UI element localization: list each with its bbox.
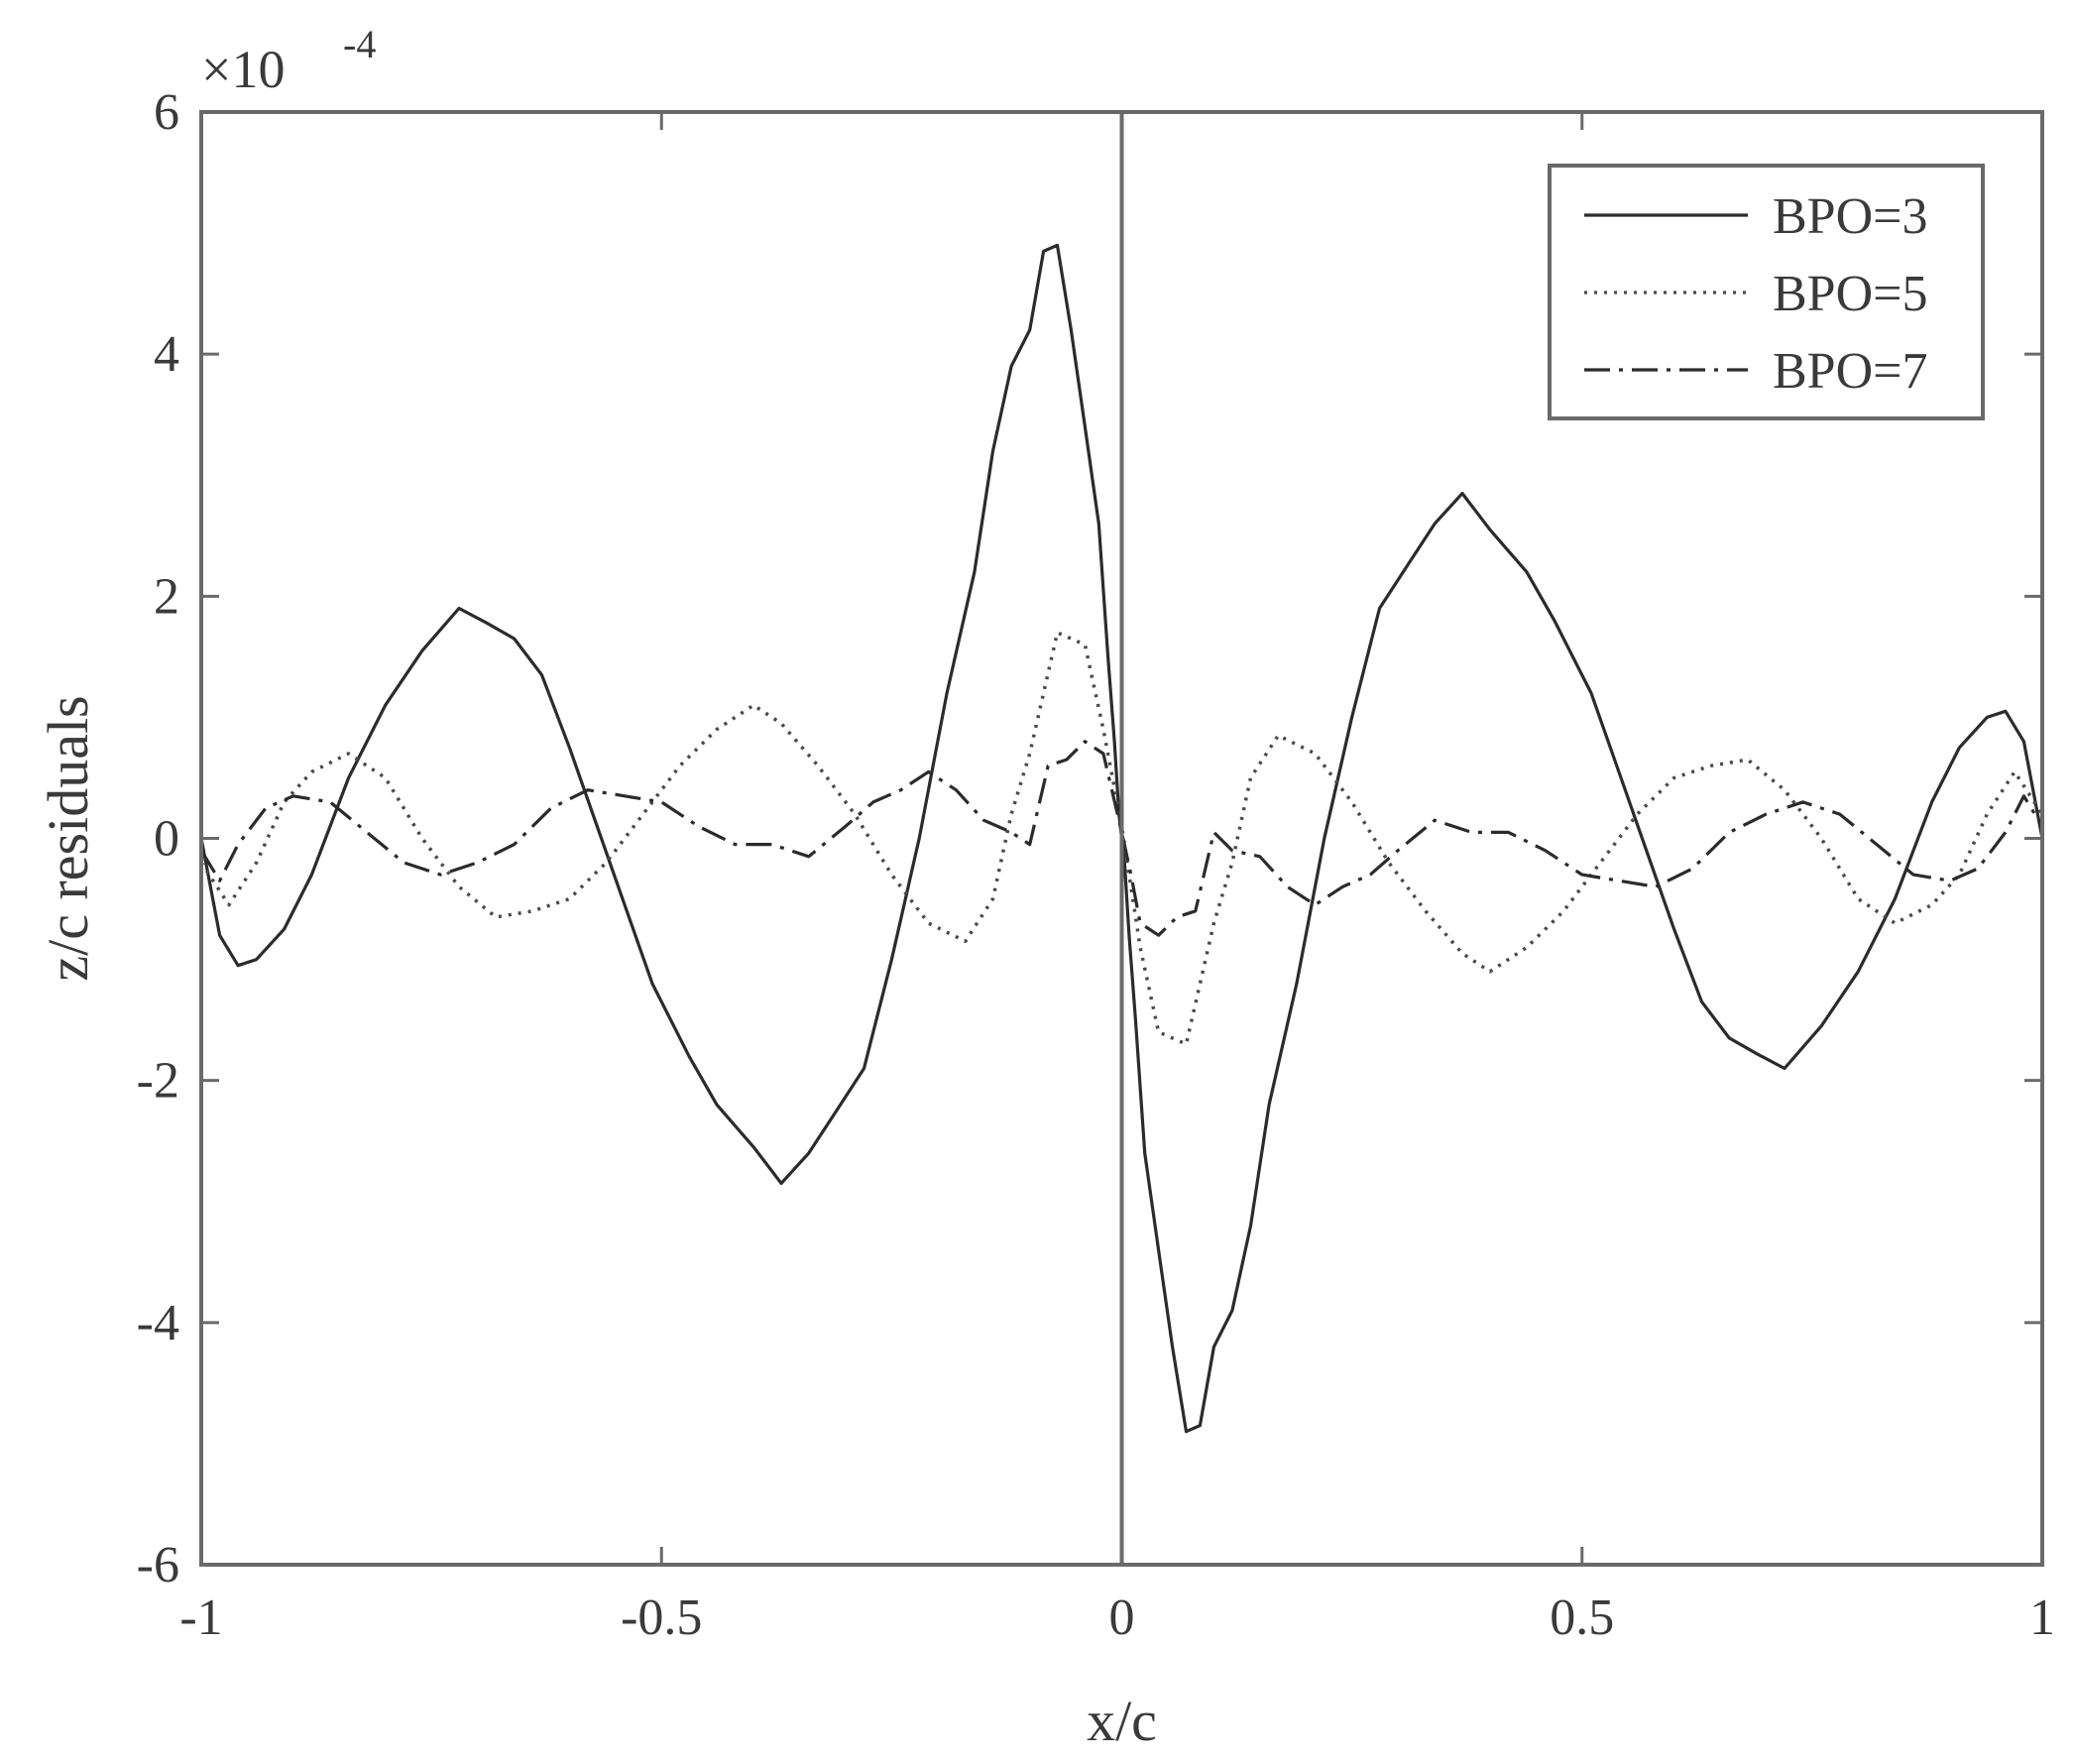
x-tick-label: 0.5: [1550, 1589, 1614, 1646]
y-tick-label: 2: [154, 568, 179, 625]
x-axis-label: x/c: [1087, 1689, 1157, 1753]
x-tick-label: -0.5: [621, 1589, 702, 1646]
y-tick-label: 6: [154, 84, 179, 141]
y-tick-label: -4: [137, 1295, 179, 1352]
y-exponent-label: ×10: [201, 40, 285, 99]
series-line-bpo-7: [201, 740, 2042, 937]
y-tick-label: 4: [154, 326, 179, 383]
axes: -1 -0.5 0 0.5 1 -6 -4 -2 0 2 4 6 ×10 -4 x/c z/c residua…: [36, 22, 2055, 1753]
legend-label-bpo-5: BPO=5: [1773, 266, 1927, 322]
legend-box: [1548, 164, 1985, 420]
y-exponent-power: -4: [343, 22, 376, 66]
legend-label-bpo-3: BPO=3: [1773, 188, 1927, 245]
x-tick-label: 1: [2029, 1589, 2055, 1646]
y-tick-label: -2: [137, 1053, 179, 1110]
legend: BPO=3 BPO=5 BPO=7: [1548, 164, 1985, 420]
series-line-bpo-5: [201, 631, 2042, 1046]
x-tick-label: -1: [179, 1589, 222, 1646]
y-tick-label: 0: [154, 811, 179, 868]
x-tick-label: 0: [1109, 1589, 1135, 1646]
y-axis-label: z/c residuals: [36, 695, 100, 981]
legend-label-bpo-7: BPO=7: [1773, 343, 1927, 400]
y-tick-label: -6: [137, 1537, 179, 1593]
